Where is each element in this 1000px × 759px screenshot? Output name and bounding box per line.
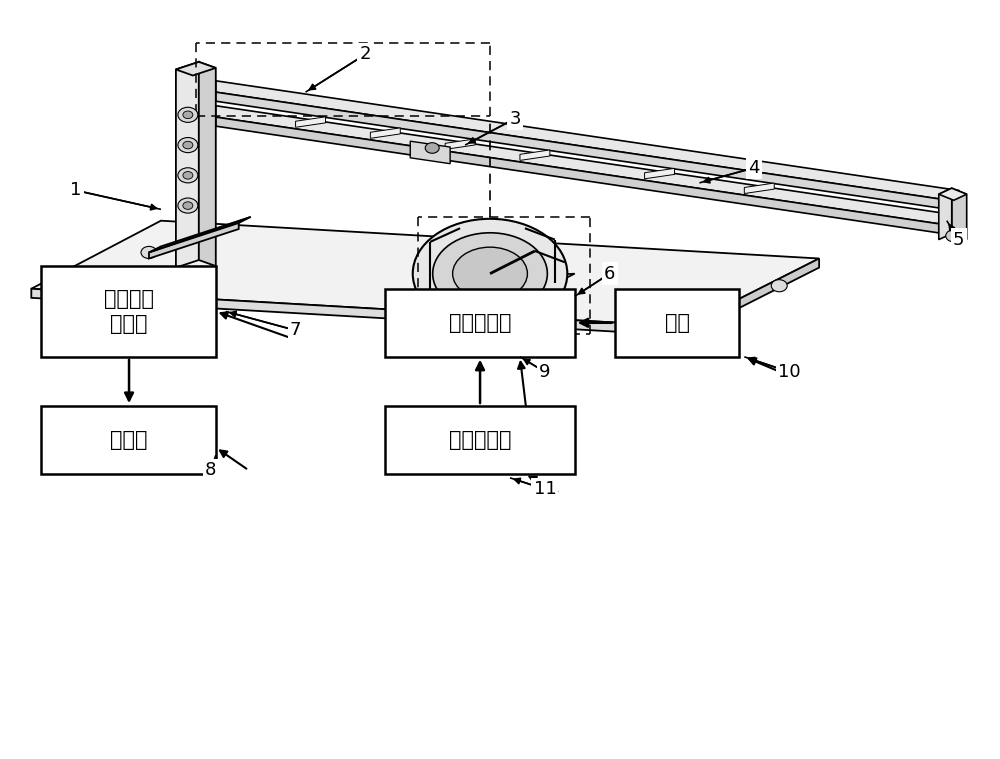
Text: 2: 2: [360, 46, 371, 63]
Polygon shape: [31, 221, 819, 326]
Bar: [385, 406, 575, 474]
Text: 10: 10: [778, 363, 801, 381]
Polygon shape: [645, 168, 675, 179]
Text: 7: 7: [290, 321, 301, 339]
Ellipse shape: [433, 233, 547, 314]
Polygon shape: [176, 62, 216, 75]
Text: 信号发生器: 信号发生器: [449, 430, 511, 450]
Circle shape: [178, 137, 198, 153]
Polygon shape: [296, 117, 325, 128]
Polygon shape: [744, 183, 774, 194]
Text: 光纤光栅
解调仪: 光纤光栅 解调仪: [104, 289, 154, 334]
Circle shape: [537, 296, 549, 305]
Polygon shape: [216, 80, 959, 202]
Polygon shape: [952, 188, 967, 240]
Bar: [615, 288, 739, 357]
Polygon shape: [430, 274, 575, 288]
Polygon shape: [216, 106, 959, 227]
Ellipse shape: [453, 247, 527, 300]
Text: 1: 1: [70, 181, 82, 200]
Text: 4: 4: [749, 159, 760, 177]
Circle shape: [183, 202, 193, 209]
Text: 11: 11: [534, 480, 556, 498]
Bar: [41, 266, 216, 357]
Polygon shape: [216, 117, 959, 236]
Polygon shape: [370, 128, 400, 138]
Circle shape: [58, 276, 74, 288]
Text: 8: 8: [205, 461, 216, 479]
Polygon shape: [430, 281, 560, 311]
Polygon shape: [199, 62, 216, 266]
Circle shape: [183, 172, 193, 179]
Bar: [41, 406, 216, 474]
Circle shape: [178, 107, 198, 122]
Polygon shape: [939, 188, 952, 240]
Circle shape: [183, 111, 193, 118]
Polygon shape: [684, 259, 819, 335]
Polygon shape: [939, 188, 967, 200]
Polygon shape: [520, 150, 550, 160]
Polygon shape: [149, 223, 239, 259]
Text: 电源: 电源: [665, 313, 690, 332]
Polygon shape: [176, 62, 199, 268]
Circle shape: [178, 168, 198, 183]
Bar: [385, 288, 575, 357]
Circle shape: [178, 198, 198, 213]
Circle shape: [439, 301, 451, 310]
Text: 6: 6: [604, 265, 615, 282]
Text: 计算机: 计算机: [110, 430, 147, 450]
Polygon shape: [149, 217, 251, 253]
Circle shape: [771, 279, 787, 291]
Polygon shape: [31, 288, 684, 335]
Circle shape: [141, 247, 157, 259]
Polygon shape: [410, 141, 450, 164]
Circle shape: [183, 141, 193, 149]
Ellipse shape: [413, 219, 567, 329]
Text: 3: 3: [509, 109, 521, 128]
Circle shape: [425, 143, 439, 153]
Text: 9: 9: [539, 363, 551, 381]
Polygon shape: [445, 139, 475, 150]
Circle shape: [664, 316, 680, 328]
Text: 功率放大器: 功率放大器: [449, 313, 511, 332]
Polygon shape: [216, 92, 959, 211]
Circle shape: [946, 230, 962, 242]
Text: 5: 5: [953, 231, 964, 249]
